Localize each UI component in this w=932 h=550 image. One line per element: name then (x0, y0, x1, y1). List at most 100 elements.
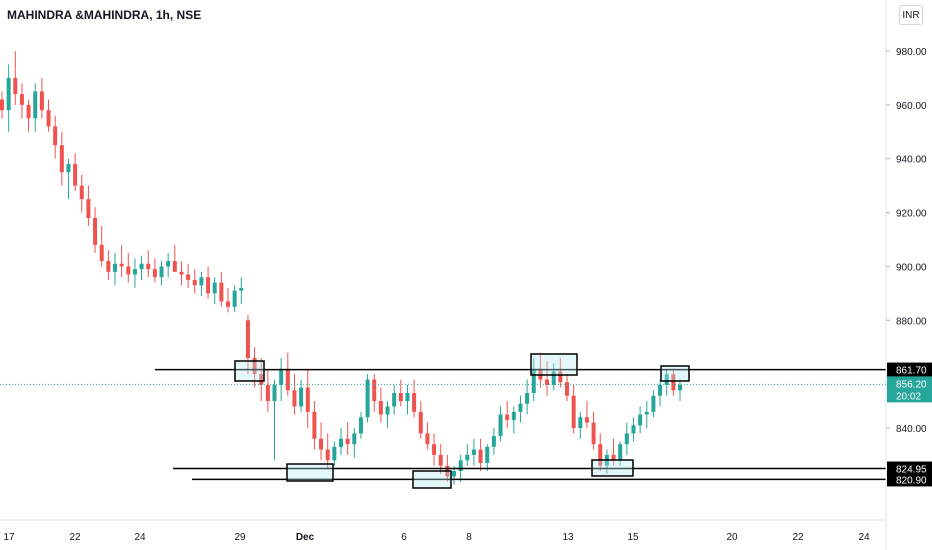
candle-body (126, 266, 131, 275)
candle-body (46, 110, 51, 127)
candle-body (339, 438, 343, 447)
x-tick-label: Dec (296, 532, 315, 543)
candle-body (325, 449, 330, 461)
x-tick-label: 24 (858, 532, 870, 543)
candle-body (305, 387, 310, 412)
highlight-box (530, 353, 578, 376)
candle-body (6, 77, 11, 111)
candle-body (26, 104, 31, 119)
candle-body (252, 357, 257, 375)
candle-body (172, 261, 177, 272)
candle-body (438, 454, 443, 466)
candle-body (565, 382, 569, 396)
candle-body (598, 444, 603, 466)
candle-body (511, 411, 516, 420)
candle-body (245, 320, 250, 358)
candle-body (372, 379, 377, 402)
x-tick-label: 29 (234, 532, 246, 543)
candle-body (658, 384, 663, 396)
candle-body (119, 263, 124, 267)
candle-body (265, 384, 270, 402)
candle-body (452, 471, 456, 477)
candle-body (432, 444, 437, 455)
candle-body (79, 185, 84, 200)
candle-body (412, 392, 417, 412)
x-tick-label: 8 (466, 532, 472, 543)
currency-button[interactable]: INR (899, 5, 923, 25)
candle-body (146, 263, 151, 270)
current-price-label-bg (887, 376, 932, 403)
candle-body (518, 403, 523, 412)
candle-body (186, 274, 191, 280)
candle-body (319, 438, 324, 450)
candle-body (66, 164, 71, 173)
candle-body (678, 384, 682, 391)
y-tick-label: 880.00 (896, 316, 927, 327)
level-label-bg (887, 472, 932, 487)
x-tick-label: 13 (562, 532, 574, 543)
x-tick-label: 17 (3, 532, 15, 543)
candles (0, 51, 682, 485)
candle-body (491, 436, 496, 447)
candle-body (239, 287, 244, 291)
candle-body (638, 414, 643, 426)
candle-body (259, 374, 264, 385)
candle-body (159, 266, 164, 278)
candle-body (179, 271, 184, 275)
candle-body (358, 417, 363, 434)
candle-body (93, 217, 98, 245)
y-tick-label: 960.00 (896, 101, 927, 112)
x-tick-label: 6 (401, 532, 407, 543)
candle-body (53, 126, 58, 146)
candle-body (671, 374, 676, 391)
candle-body (226, 301, 230, 307)
candle-body (272, 384, 277, 402)
level-label-bg (887, 461, 932, 476)
candle-body (312, 411, 317, 439)
candle-body (378, 401, 383, 415)
countdown-label: 20:02 (896, 391, 921, 402)
candle-body (219, 282, 224, 302)
candle-body (458, 460, 463, 472)
candle-body (571, 395, 576, 428)
x-tick-label: 15 (627, 532, 639, 543)
candle-body (578, 417, 583, 428)
x-tick-label: 22 (69, 532, 81, 543)
candle-body (19, 94, 24, 105)
candle-body (485, 446, 490, 464)
candle-body (531, 368, 536, 393)
x-tick-label: 24 (134, 532, 146, 543)
symbol-title: MAHINDRA &MAHINDRA, 1h, NSE (7, 8, 202, 22)
y-tick-label: 840.00 (896, 424, 927, 435)
time-axis: 17 22 24 29 Dec 6 8 13 15 20 22 24 (0, 519, 886, 543)
x-tick-label: 20 (726, 532, 738, 543)
candle-body (332, 446, 337, 461)
candle-body (584, 417, 589, 423)
highlight-box (591, 459, 634, 477)
candle-body (59, 145, 64, 173)
price-axis: 980.00 960.00 940.00 920.00 900.00 880.00 840.… (885, 0, 932, 550)
candle-body (13, 77, 18, 95)
drawings (0, 353, 886, 489)
x-tick-label: 22 (792, 532, 804, 543)
y-tick-label: 900.00 (896, 262, 927, 273)
candle-body (611, 454, 616, 461)
candle-body (392, 392, 397, 407)
candle-body (206, 277, 211, 294)
candle-body (0, 99, 4, 111)
candle-body (39, 91, 44, 111)
candle-body (418, 411, 423, 434)
candle-body (106, 261, 111, 272)
candle-body (86, 199, 91, 218)
level-label: 820.90 (896, 475, 927, 486)
candle-body (478, 449, 483, 464)
candle-body (538, 368, 543, 380)
candle-body (545, 379, 550, 385)
candle-body (285, 368, 290, 391)
candle-body (365, 379, 370, 418)
candle-body (199, 277, 204, 286)
candle-body (99, 244, 104, 262)
candle-body (352, 433, 357, 445)
candle-body (73, 164, 78, 186)
